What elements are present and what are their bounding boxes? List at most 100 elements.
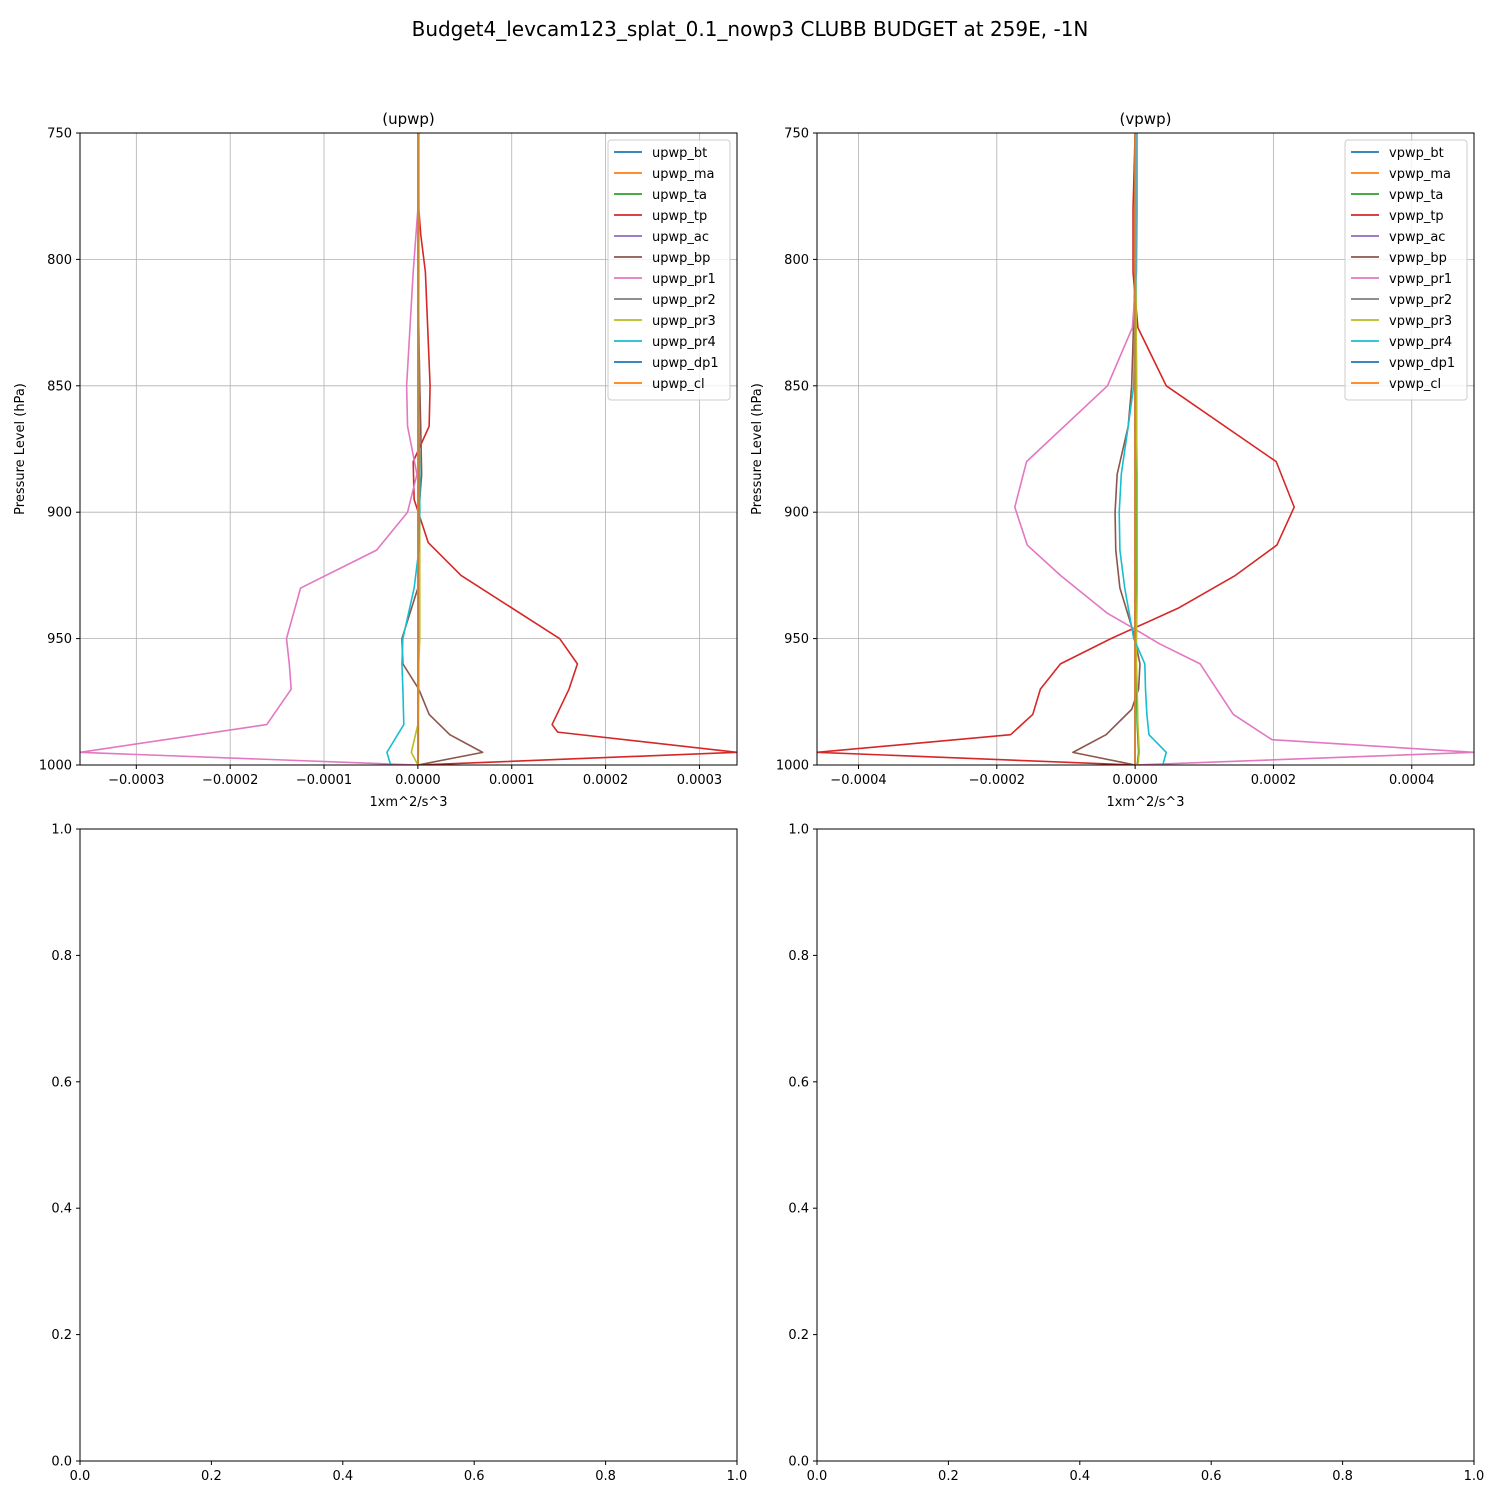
y-tick-label: 800: [47, 253, 72, 268]
series-line-vpwp_bp: [1072, 133, 1141, 765]
x-tick-label: 1.0: [727, 1469, 748, 1484]
y-tick-label: 950: [784, 632, 809, 647]
legend-entry-vpwp_pr4: vpwp_pr4: [1389, 335, 1452, 350]
y-tick-label: 0.4: [788, 1202, 809, 1217]
y-tick-label: 0.8: [788, 949, 809, 964]
x-tick-label: 0.0: [807, 1469, 828, 1484]
y-tick-label: 0.4: [51, 1202, 72, 1217]
legend-entry-vpwp_cl: vpwp_cl: [1389, 377, 1441, 392]
legend-entry-upwp_tp: upwp_tp: [652, 209, 707, 224]
y-tick-label: 0.0: [788, 1455, 809, 1470]
series-line-vpwp_tp: [817, 133, 1295, 765]
y-tick-label: 0.2: [51, 1328, 72, 1343]
figure-title: Budget4_levcam123_splat_0.1_nowp3 CLUBB …: [412, 17, 1089, 41]
y-tick-label: 1.0: [788, 823, 809, 838]
axes-frame: [816, 132, 1475, 766]
x-tick-label: 0.4: [332, 1469, 353, 1484]
x-tick-label: 0.0000: [1112, 773, 1158, 788]
x-tick-label: 0.0002: [583, 773, 629, 788]
y-tick-label: 1000: [39, 759, 72, 774]
x-tick-label: 0.0004: [1389, 773, 1435, 788]
chart-panel-3: 0.0 0.2 0.4 0.6 0.8 1.0 0.0 0.2 0.4 0.6 0.8 1.0: [51, 823, 747, 1485]
x-tick-label: 0.0003: [677, 773, 723, 788]
x-tick-label: 1.0: [1464, 1469, 1485, 1484]
axes-frame: [79, 828, 738, 1462]
legend-entry-upwp_ma: upwp_ma: [652, 167, 715, 182]
axes-frame: [816, 828, 1475, 1462]
y-tick-label: 0.6: [51, 1075, 72, 1090]
y-tick-label: 750: [47, 127, 72, 142]
legend: vpwp_bt vpwp_ma vpwp_ta vpwp_tp vpwp_ac vpwp_…: [1344, 139, 1468, 401]
series-line-vpwp_pr4: [1118, 133, 1168, 765]
legend: upwp_bt upwp_ma upwp_ta upwp_tp upwp_ac upwp_…: [607, 139, 731, 401]
chart-title: (upwp): [382, 110, 435, 128]
legend-entry-vpwp_pr2: vpwp_pr2: [1389, 293, 1452, 308]
y-tick-label: 1000: [776, 759, 809, 774]
legend-entry-upwp_pr2: upwp_pr2: [652, 293, 716, 308]
legend-entry-vpwp_bt: vpwp_bt: [1389, 146, 1444, 161]
series-line-vpwp_pr3: [1135, 133, 1141, 765]
legend-entry-vpwp_ta: vpwp_ta: [1389, 188, 1443, 203]
series-line-upwp_pr4: [386, 133, 421, 765]
legend-entry-upwp_pr1: upwp_pr1: [652, 272, 716, 287]
legend-entry-vpwp_ac: vpwp_ac: [1389, 230, 1445, 245]
legend-entry-upwp_ta: upwp_ta: [652, 188, 707, 203]
chart-panel-1: −0.0003 −0.0002 −0.0001 0.0000 0.0001 0.0002 0…: [13, 110, 738, 810]
axes-frame: [79, 132, 738, 766]
y-tick-label: 0.6: [788, 1075, 809, 1090]
x-tick-label: −0.0002: [202, 773, 258, 788]
legend-entry-upwp_ac: upwp_ac: [652, 230, 709, 245]
x-tick-label: 0.0: [70, 1469, 91, 1484]
y-tick-label: 800: [784, 253, 809, 268]
y-tick-label: 850: [47, 379, 72, 394]
x-tick-label: −0.0003: [108, 773, 164, 788]
x-axis-label: 1xm^2/s^3: [1106, 795, 1184, 810]
legend-entry-upwp_pr4: upwp_pr4: [652, 335, 716, 350]
y-tick-label: 750: [784, 127, 809, 142]
x-tick-label: 0.8: [595, 1469, 616, 1484]
legend-entry-upwp_pr3: upwp_pr3: [652, 314, 716, 329]
series-line-vpwp_pr1: [1013, 133, 1474, 765]
y-tick-label: 0.0: [51, 1455, 72, 1470]
chart-panel-2: −0.0004 −0.0002 0.0000 0.0002 0.0004 750 800 85…: [750, 110, 1475, 810]
series-line-upwp_pr1: [80, 133, 420, 765]
x-tick-label: 0.2: [938, 1469, 959, 1484]
legend-box: [607, 139, 731, 401]
x-tick-label: 0.6: [1201, 1469, 1222, 1484]
legend-entry-vpwp_bp: vpwp_bp: [1389, 251, 1447, 266]
x-tick-label: −0.0004: [830, 773, 886, 788]
legend-entry-upwp_dp1: upwp_dp1: [652, 356, 719, 371]
y-axis-label: Pressure Level (hPa): [750, 383, 765, 515]
legend-entry-vpwp_tp: vpwp_tp: [1389, 209, 1444, 224]
series-line-upwp_tp: [412, 133, 737, 765]
x-tick-label: 0.4: [1069, 1469, 1090, 1484]
series-group: [80, 133, 737, 765]
x-tick-label: −0.0002: [969, 773, 1025, 788]
x-tick-label: −0.0001: [296, 773, 352, 788]
x-tick-label: 0.0001: [489, 773, 535, 788]
legend-entry-upwp_bp: upwp_bp: [652, 251, 710, 266]
x-tick-label: 0.0002: [1251, 773, 1297, 788]
y-tick-label: 0.2: [788, 1328, 809, 1343]
y-tick-label: 950: [47, 632, 72, 647]
y-tick-label: 1.0: [51, 823, 72, 838]
legend-entry-vpwp_pr3: vpwp_pr3: [1389, 314, 1452, 329]
x-axis-label: 1xm^2/s^3: [369, 795, 447, 810]
chart-panel-4: 0.0 0.2 0.4 0.6 0.8 1.0 0.0 0.2 0.4 0.6 0.8 1.0: [788, 823, 1484, 1485]
x-tick-label: 0.0000: [395, 773, 441, 788]
x-tick-label: 0.6: [464, 1469, 485, 1484]
y-tick-label: 900: [784, 506, 809, 521]
legend-entry-vpwp_dp1: vpwp_dp1: [1389, 356, 1455, 371]
x-tick-label: 0.8: [1332, 1469, 1353, 1484]
y-tick-label: 850: [784, 379, 809, 394]
y-axis-label: Pressure Level (hPa): [13, 383, 28, 515]
legend-entry-upwp_bt: upwp_bt: [652, 146, 707, 161]
legend-entry-vpwp_pr1: vpwp_pr1: [1389, 272, 1452, 287]
legend-entry-vpwp_ma: vpwp_ma: [1389, 167, 1451, 182]
legend-entry-upwp_cl: upwp_cl: [652, 377, 705, 392]
chart-title: (vpwp): [1120, 110, 1172, 128]
series-line-upwp_bp: [401, 133, 484, 765]
y-tick-label: 0.8: [51, 949, 72, 964]
